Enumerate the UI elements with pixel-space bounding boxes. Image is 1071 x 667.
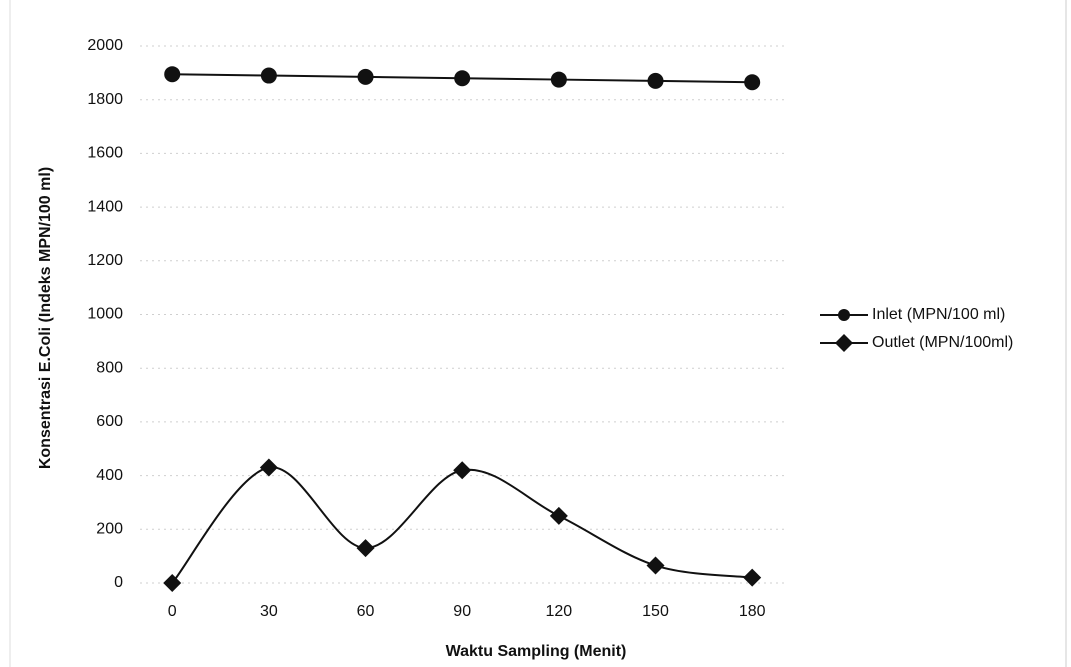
x-tick-label: 0 xyxy=(168,603,177,620)
point xyxy=(454,70,470,86)
y-tick-label: 200 xyxy=(96,521,123,538)
legend-label: Inlet (MPN/100 ml) xyxy=(872,306,1005,323)
point xyxy=(647,557,665,575)
x-tick-label: 30 xyxy=(260,603,278,620)
legend-label: Outlet (MPN/100ml) xyxy=(872,334,1013,351)
y-tick-label: 800 xyxy=(96,359,123,376)
point xyxy=(164,66,180,82)
y-tick-label: 1400 xyxy=(87,198,123,215)
y-tick-label: 600 xyxy=(96,413,123,430)
point xyxy=(550,507,568,525)
x-tick-label: 150 xyxy=(642,603,669,620)
point xyxy=(357,539,375,557)
point xyxy=(358,69,374,85)
y-tick-label: 2000 xyxy=(87,37,123,54)
y-tick-label: 1800 xyxy=(87,91,123,108)
x-axis-title: Waktu Sampling (Menit) xyxy=(446,643,627,660)
point xyxy=(453,461,471,479)
legend-marker xyxy=(838,309,850,321)
y-tick-label: 400 xyxy=(96,467,123,484)
point xyxy=(260,459,278,477)
x-tick-label: 90 xyxy=(453,603,471,620)
point xyxy=(648,73,664,89)
y-axis-title: Konsentrasi E.Coli (Indeks MPN/100 ml) xyxy=(37,167,54,469)
y-tick-label: 0 xyxy=(114,574,123,591)
y-tick-label: 1600 xyxy=(87,145,123,162)
point xyxy=(744,74,760,90)
point xyxy=(261,68,277,84)
y-tick-label: 1200 xyxy=(87,252,123,269)
point xyxy=(163,574,181,592)
x-tick-label: 180 xyxy=(739,603,766,620)
chart: Waktu Sampling (Menit) Konsentrasi E.Col… xyxy=(0,0,1071,667)
x-tick-label: 120 xyxy=(546,603,573,620)
point xyxy=(551,72,567,88)
x-tick-label: 60 xyxy=(357,603,375,620)
point xyxy=(743,569,761,587)
series-line xyxy=(172,467,752,583)
y-tick-label: 1000 xyxy=(87,306,123,323)
legend-marker xyxy=(835,334,853,352)
